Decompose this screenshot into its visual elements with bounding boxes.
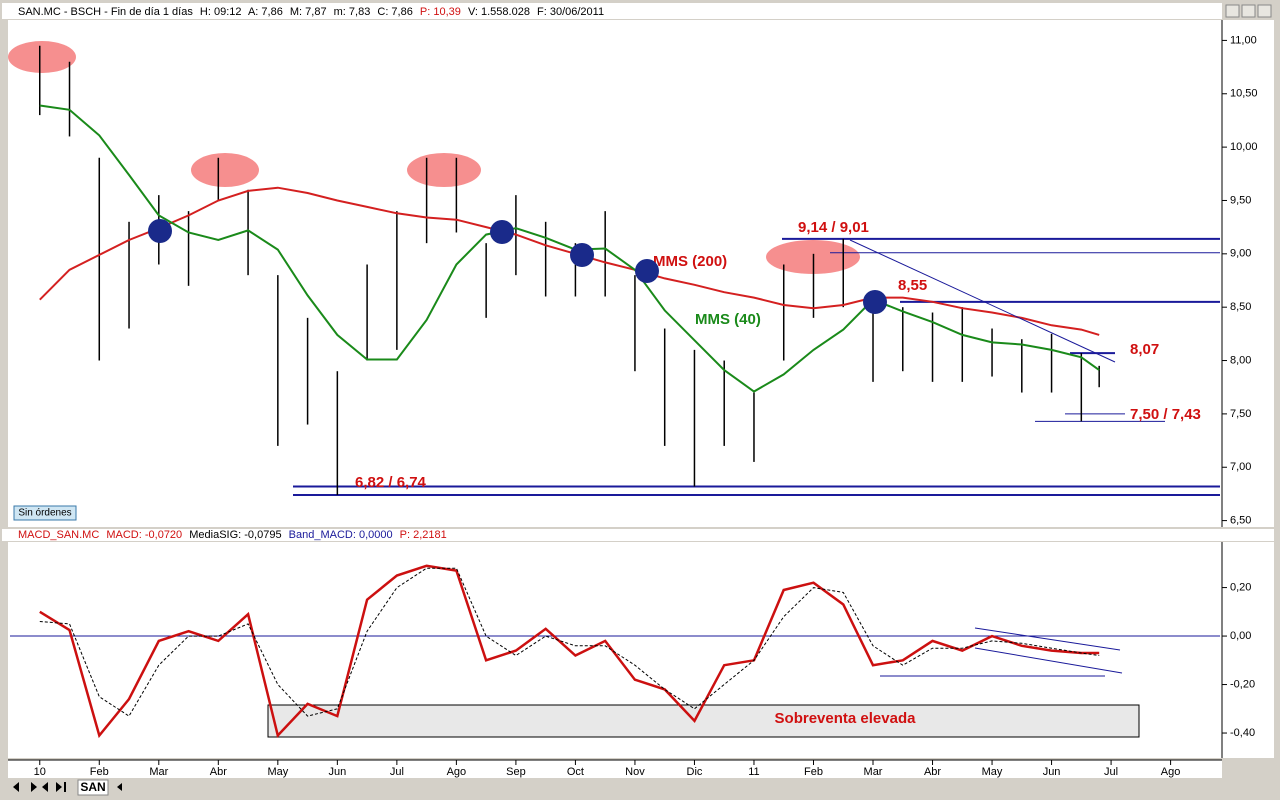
- navigation-bar[interactable]: SAN: [2, 779, 1274, 797]
- crossing-circle: [863, 290, 887, 314]
- y-tick-label: 8,00: [1230, 354, 1251, 366]
- symbol-tab[interactable]: [77, 779, 109, 796]
- macd-header-item: MACD_SAN.MC: [18, 529, 99, 541]
- close-button[interactable]: [1257, 4, 1272, 18]
- price-axis-area: [1222, 20, 1274, 527]
- crossing-circles: [148, 219, 887, 314]
- header-item: F: 30/06/2011: [537, 6, 604, 18]
- macd-axis-area: [1222, 542, 1274, 758]
- chart-header: SAN.MC - BSCH - Fin de día 1 días H: 09:…: [18, 6, 604, 18]
- header-item: P: 10,39: [420, 6, 461, 18]
- minimize-button[interactable]: [1225, 4, 1240, 18]
- nav-last-bar: [64, 782, 66, 792]
- x-tick-label: Feb: [90, 766, 109, 778]
- macd-header-item: Band_MACD: 0,0000: [289, 529, 393, 541]
- nav-next[interactable]: [31, 782, 37, 792]
- crossing-circle: [570, 243, 594, 267]
- x-tick-label: Mar: [864, 766, 883, 778]
- y-tick-label: 10,00: [1230, 141, 1258, 153]
- x-tick-label: Jul: [1104, 766, 1118, 778]
- x-tick-label: 10: [34, 766, 46, 778]
- trend-line: [849, 239, 1116, 363]
- y-tick-label: 9,50: [1230, 194, 1251, 206]
- y-tick-label: -0,20: [1230, 678, 1255, 690]
- x-tick-label: Feb: [804, 766, 823, 778]
- highlight-ellipse: [407, 153, 481, 187]
- series-label: MMS (40): [695, 311, 761, 328]
- x-tick-label: May: [267, 766, 288, 778]
- x-tick-label: Oct: [567, 766, 584, 778]
- button-frame[interactable]: [13, 505, 77, 521]
- header-item: H: 09:12: [200, 6, 242, 18]
- macd-header-item: P: 2,2181: [400, 529, 447, 541]
- header-item: SAN.MC - BSCH - Fin de día 1 días: [18, 6, 193, 18]
- highlight-ellipse: [8, 41, 76, 73]
- y-tick-label: 11,00: [1230, 34, 1257, 46]
- nav-prev[interactable]: [42, 782, 48, 792]
- y-tick-label: 6,50: [1230, 515, 1251, 527]
- nav-last[interactable]: [56, 782, 62, 792]
- x-tick-label: May: [982, 766, 1003, 778]
- window-buttons[interactable]: [1225, 4, 1272, 18]
- crossing-circle: [490, 220, 514, 244]
- macd-header-item: MACD: -0,0720: [106, 529, 182, 541]
- oversold-label: Sobreventa elevada: [775, 710, 917, 727]
- x-tick-label: Nov: [625, 766, 645, 778]
- level-label: 7,50 / 7,43: [1130, 406, 1201, 423]
- y-tick-label: 7,00: [1230, 461, 1251, 473]
- header-item: V: 1.558.028: [468, 6, 530, 18]
- button-label[interactable]: Sin órdenes: [18, 508, 71, 519]
- x-tick-label: Jul: [390, 766, 404, 778]
- header-bar: [2, 3, 1222, 19]
- crossing-circle: [148, 219, 172, 243]
- x-tick-label: Abr: [210, 766, 227, 778]
- y-tick-label: 7,50: [1230, 408, 1251, 420]
- x-tick-label: Ago: [447, 766, 467, 778]
- x-tick-label: Sep: [506, 766, 526, 778]
- level-label: 6,82 / 6,74: [355, 474, 427, 491]
- series-line: [39, 564, 1100, 739]
- nav-background: [2, 779, 1274, 797]
- series-line: [39, 567, 1100, 717]
- x-tick-label: 11: [748, 766, 759, 778]
- sin-ordenes-button[interactable]: Sin órdenes: [13, 505, 77, 521]
- price-plot-area: [8, 20, 1222, 527]
- level-label: 8,07: [1130, 341, 1159, 358]
- series-label: MMS (200): [653, 253, 727, 270]
- x-tick-label: Abr: [924, 766, 941, 778]
- header-item: C: 7,86: [377, 6, 412, 18]
- y-tick-label: 0,00: [1230, 630, 1251, 642]
- crossing-circle: [635, 259, 659, 283]
- header-item: m: 7,83: [334, 6, 371, 18]
- macd-header: MACD_SAN.MC MACD: -0,0720 MediaSIG: -0,0…: [18, 529, 447, 541]
- y-tick-label: 8,50: [1230, 301, 1251, 313]
- x-tick-label: Jun: [1043, 766, 1061, 778]
- level-label: 9,14 / 9,01: [798, 219, 869, 236]
- macd-header-bar: [2, 529, 1274, 541]
- oversold-box: [267, 704, 1140, 738]
- trend-line: [974, 627, 1121, 651]
- trend-line: [974, 647, 1123, 674]
- x-tick-label: Ago: [1161, 766, 1181, 778]
- x-axis-area: [8, 760, 1222, 778]
- tab-scroll[interactable]: [117, 783, 122, 791]
- x-tick-label: Jun: [328, 766, 346, 778]
- level-label: 8,55: [898, 277, 927, 294]
- x-tick-label: Dic: [687, 766, 703, 778]
- symbol-tab-label[interactable]: SAN: [80, 780, 105, 794]
- y-tick-label: 0,20: [1230, 581, 1251, 593]
- macd-header-item: MediaSIG: -0,0795: [189, 529, 281, 541]
- trend-lines: [849, 239, 1123, 677]
- highlight-ellipse: [191, 153, 259, 187]
- header-item: M: 7,87: [290, 6, 327, 18]
- header-item: A: 7,86: [248, 6, 283, 18]
- maximize-button[interactable]: [1241, 4, 1256, 18]
- nav-first[interactable]: [13, 782, 19, 792]
- y-tick-label: 10,50: [1230, 88, 1258, 100]
- x-tick-label: Mar: [149, 766, 168, 778]
- y-tick-label: -0,40: [1230, 727, 1255, 739]
- y-tick-label: 9,00: [1230, 248, 1251, 260]
